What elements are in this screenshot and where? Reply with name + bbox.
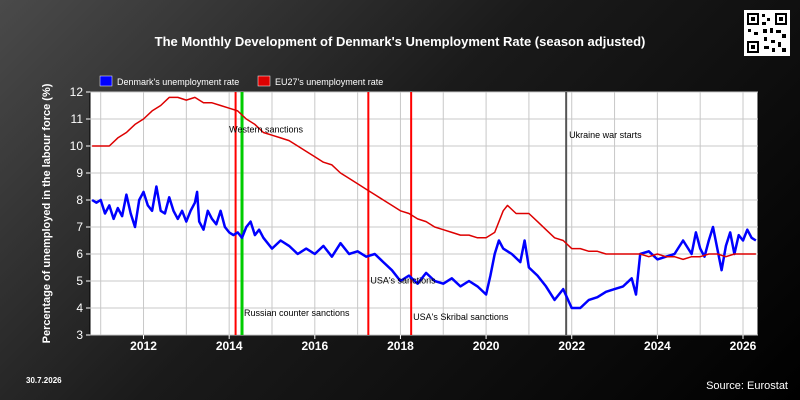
x-tick-label: 2024 [644, 339, 671, 353]
chart-title: The Monthly Development of Denmark's Une… [154, 34, 646, 49]
plot-area [89, 91, 759, 336]
series-line-eu27 [92, 96, 756, 261]
qr-code-icon [744, 10, 790, 56]
y-tick-label: 11 [71, 112, 84, 126]
event-label: USA's sanctions [370, 276, 436, 286]
event-label: Western sanctions [229, 125, 303, 135]
x-tick-label: 2016 [301, 339, 328, 353]
y-tick-label: 7 [76, 220, 83, 234]
x-tick-label: 2014 [216, 339, 243, 353]
y-tick-label: 5 [76, 274, 83, 288]
event-label: Ukraine war starts [569, 130, 642, 140]
y-axis-label: Percentage of unemployed in the labour f… [41, 83, 53, 343]
legend-swatch [257, 75, 271, 87]
source-label: Source: Eurostat [706, 380, 788, 392]
x-tick-label: 2020 [473, 339, 500, 353]
x-tick-label: 2018 [387, 339, 414, 353]
event-label: USA's Skribal sanctions [413, 312, 509, 322]
legend-label: EU27's unemployment rate [275, 77, 383, 87]
x-tick-label: 2026 [730, 339, 757, 353]
y-tick-label: 8 [76, 193, 83, 207]
date-stamp: 30.7.2026 [26, 376, 62, 385]
x-tick-label: 2012 [130, 339, 157, 353]
y-tick-label: 3 [76, 328, 83, 342]
series-line-denmark [91, 185, 757, 310]
legend-swatch [99, 75, 113, 87]
y-tick-label: 4 [76, 301, 83, 315]
y-tick-label: 9 [76, 166, 83, 180]
event-label: Russian counter sanctions [244, 308, 350, 318]
x-tick-label: 2022 [558, 339, 585, 353]
legend-label: Denmark's unemployment rate [117, 77, 239, 87]
y-tick-label: 12 [70, 85, 84, 99]
y-tick-label: 6 [76, 247, 83, 261]
y-tick-label: 10 [70, 139, 84, 153]
